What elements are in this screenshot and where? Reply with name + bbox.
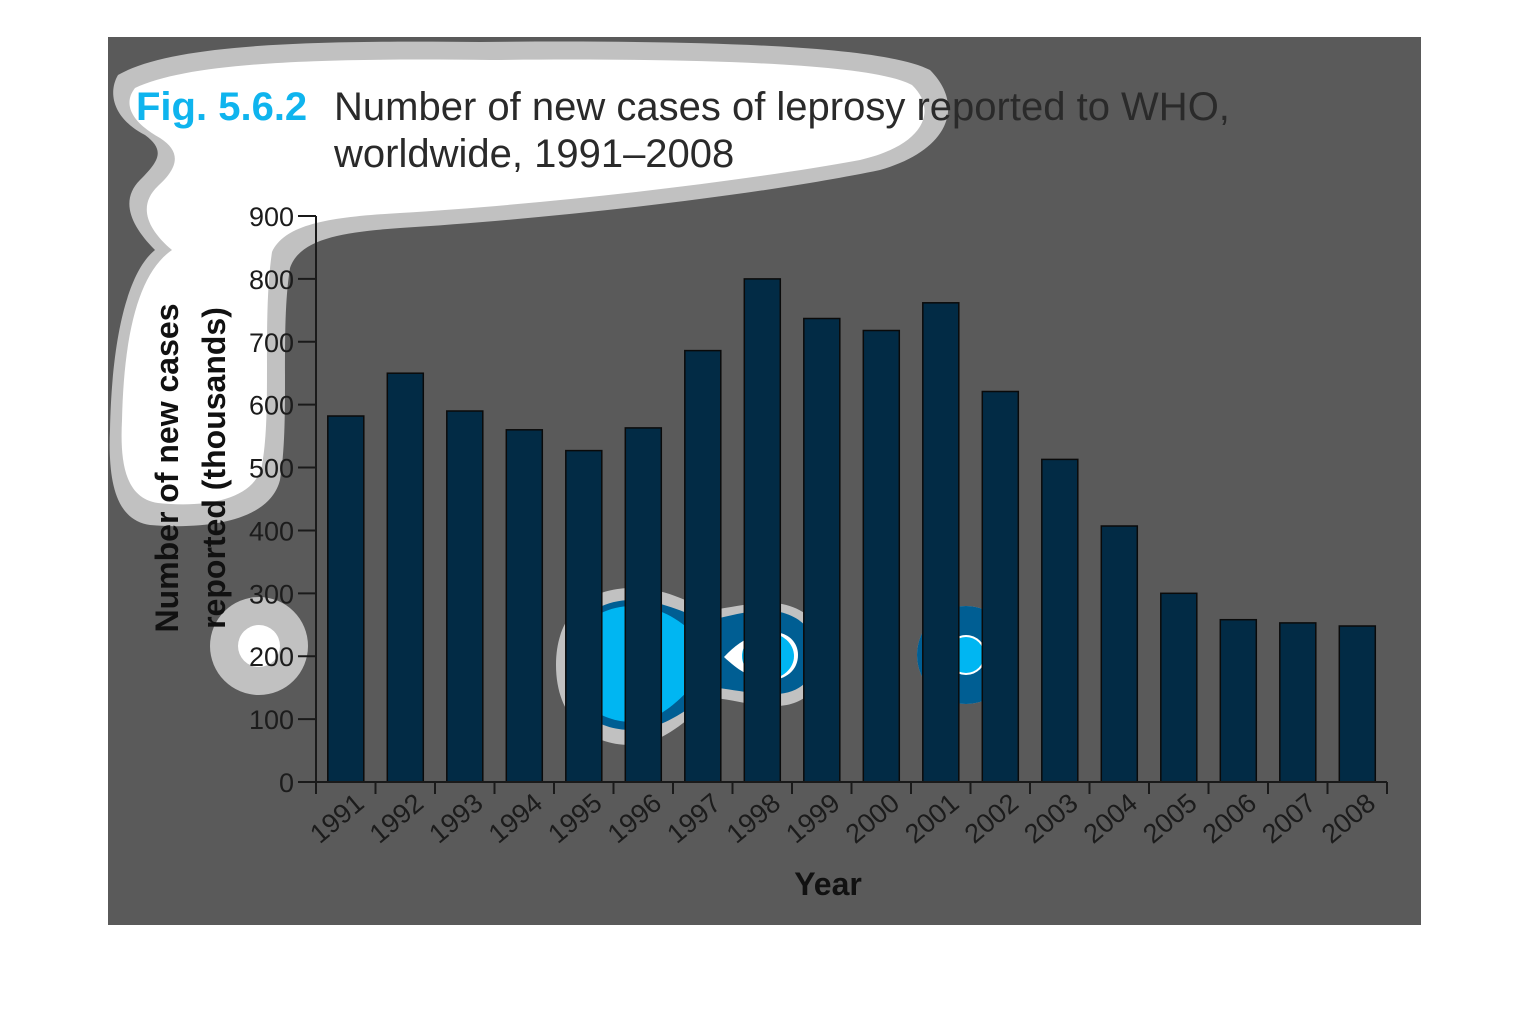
- bar-2003: [1041, 458, 1079, 783]
- x-tick-label-1998: 1998: [721, 788, 786, 850]
- bar-1998: [743, 278, 782, 783]
- figure-title-line-1: Number of new cases of leprosy reported …: [334, 85, 1230, 129]
- title-highlight-inner: [121, 59, 925, 505]
- bar-2002: [981, 390, 1020, 783]
- bar-2008: [1338, 625, 1377, 783]
- y-tick-label-100: 100: [249, 705, 294, 735]
- y-tick-label-500: 500: [249, 454, 294, 484]
- bar-1992: [386, 372, 425, 783]
- y-tick-label-900: 900: [249, 202, 294, 232]
- bar-1996: [624, 427, 663, 783]
- y-tick-label-300: 300: [249, 579, 294, 609]
- bars-group: [327, 278, 1377, 783]
- x-tick-label-2007: 2007: [1256, 788, 1321, 850]
- x-tick-label-2001: 2001: [899, 788, 964, 850]
- y-axis-title-line-2: reported (thousands): [196, 307, 232, 629]
- y-tick-label-700: 700: [249, 328, 294, 358]
- x-axis-title: Year: [794, 866, 862, 902]
- bar-2005: [1160, 592, 1198, 783]
- x-tick-label-1999: 1999: [780, 788, 845, 850]
- figure-title: Fig. 5.6.2 Number of new cases of lepros…: [136, 85, 1230, 176]
- bar-2004: [1100, 525, 1139, 783]
- bar-1995: [565, 449, 603, 783]
- x-tick-label-2006: 2006: [1197, 788, 1262, 850]
- x-tick-label-1996: 1996: [602, 788, 667, 850]
- x-tick-label-1993: 1993: [423, 788, 488, 850]
- bar-1993: [446, 410, 484, 783]
- y-tick-label-400: 400: [249, 516, 294, 546]
- y-tick-label-0: 0: [279, 768, 294, 798]
- x-tick-label-1994: 1994: [483, 788, 548, 850]
- bar-2006: [1219, 618, 1258, 783]
- x-tick-label-2000: 2000: [840, 788, 905, 850]
- figure-title-line-2: worldwide, 1991–2008: [333, 132, 734, 176]
- y-tick-label-600: 600: [249, 391, 294, 421]
- bar-1999: [803, 317, 841, 783]
- x-tick-label-1995: 1995: [542, 788, 607, 850]
- figure-label: Fig. 5.6.2: [136, 85, 307, 129]
- bar-1994: [505, 429, 544, 783]
- y-tick-label-800: 800: [249, 265, 294, 295]
- x-tick-label-2008: 2008: [1316, 788, 1381, 850]
- x-tick-label-2004: 2004: [1078, 788, 1143, 850]
- bar-2001: [922, 302, 960, 783]
- x-tick-label-2002: 2002: [959, 788, 1024, 850]
- x-tick-label-2005: 2005: [1137, 788, 1202, 850]
- y-axis-title-line-1: Number of new cases: [149, 304, 185, 633]
- bar-1991: [327, 415, 365, 783]
- bar-2007: [1279, 622, 1317, 783]
- blob-left-inner: [238, 625, 280, 667]
- x-tick-label-1997: 1997: [661, 788, 726, 850]
- x-tick-label-2003: 2003: [1018, 788, 1083, 850]
- bar-1997: [684, 349, 722, 783]
- x-tick-label-1992: 1992: [364, 788, 429, 850]
- y-tick-label-200: 200: [249, 642, 294, 672]
- bar-2000: [862, 329, 901, 783]
- x-tick-label-1991: 1991: [304, 788, 369, 850]
